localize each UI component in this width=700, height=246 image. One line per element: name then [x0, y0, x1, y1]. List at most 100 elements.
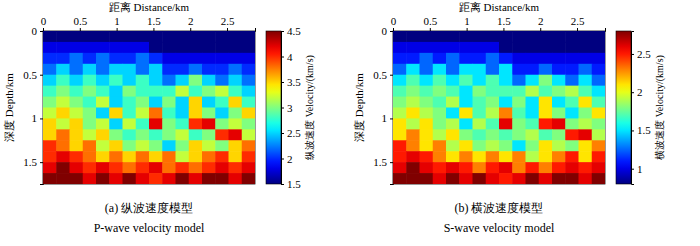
cell: [96, 162, 110, 174]
cell: [393, 173, 407, 184]
cell: [473, 86, 487, 98]
cell: [136, 140, 150, 152]
colorbar-tick-mark: [631, 169, 634, 170]
cell: [136, 162, 150, 174]
cell: [242, 64, 255, 76]
cell: [499, 42, 513, 54]
cell: [123, 64, 137, 76]
cell: [123, 162, 137, 174]
cell: [123, 108, 137, 120]
cell: [96, 64, 110, 76]
cell: [43, 108, 57, 120]
caption-english: P-wave velocity model: [94, 221, 205, 235]
cell: [56, 53, 70, 65]
cell: [176, 42, 190, 54]
cell: [579, 173, 593, 184]
cell: [162, 75, 176, 87]
cell: [123, 42, 137, 54]
cell: [486, 162, 500, 174]
cell: [43, 42, 57, 54]
cell: [189, 75, 203, 87]
cell: [592, 151, 605, 163]
cell: [136, 64, 150, 76]
cell: [229, 108, 243, 120]
cell: [512, 118, 526, 130]
cell: [176, 53, 190, 65]
x-tick-mark: [503, 28, 504, 31]
cell: [136, 75, 150, 87]
cell: [123, 151, 137, 163]
cell: [565, 53, 579, 65]
cell: [149, 140, 163, 152]
cell: [123, 31, 137, 43]
cell: [242, 173, 255, 184]
cell: [446, 86, 460, 98]
cell: [512, 42, 526, 54]
colorbar-tick-mark: [281, 159, 284, 160]
cell: [43, 97, 57, 109]
cell: [433, 97, 447, 109]
cell: [406, 140, 420, 152]
x-tick-label: 1.5: [147, 15, 161, 27]
cell: [123, 140, 137, 152]
cell: [123, 75, 137, 87]
cell: [552, 31, 566, 43]
cell: [433, 162, 447, 174]
cell: [473, 162, 487, 174]
cell: [433, 53, 447, 65]
y-axis-title: 深度 Depth/km: [353, 73, 365, 142]
cell: [162, 151, 176, 163]
cell: [526, 151, 540, 163]
cell: [552, 129, 566, 141]
x-tick-mark: [80, 28, 81, 31]
cell: [473, 173, 487, 184]
cell: [56, 108, 70, 120]
y-tick-label: 0.5: [23, 69, 37, 81]
cell: [512, 75, 526, 87]
x-tick: 2: [538, 15, 544, 31]
cell: [512, 162, 526, 174]
colorbar-axis: 1.522.533.544.5: [281, 25, 301, 190]
cell: [473, 75, 487, 87]
cell: [136, 42, 150, 54]
cell: [229, 86, 243, 98]
cell: [176, 31, 190, 43]
x-tick-label: 0.5: [423, 15, 437, 27]
cell: [446, 173, 460, 184]
cell: [215, 31, 229, 43]
y-tick-mark: [390, 31, 393, 32]
cell: [526, 118, 540, 130]
cell: [83, 53, 97, 65]
cell: [592, 162, 605, 174]
cell: [565, 86, 579, 98]
cell: [446, 31, 460, 43]
cell: [459, 108, 473, 120]
cell: [420, 129, 434, 141]
cell: [215, 64, 229, 76]
cell: [229, 53, 243, 65]
x-tick: 1.5: [147, 15, 161, 31]
cell: [215, 75, 229, 87]
cell: [215, 140, 229, 152]
cell: [552, 108, 566, 120]
cell: [149, 64, 163, 76]
cell: [229, 97, 243, 109]
caption: (b) 横波速度模型: [455, 201, 544, 215]
cell: [136, 97, 150, 109]
cell: [420, 42, 434, 54]
cell: [109, 118, 123, 130]
cell: [406, 97, 420, 109]
cell: [526, 42, 540, 54]
plot-frame: [393, 31, 605, 184]
cell: [70, 129, 84, 141]
cell: [499, 140, 513, 152]
cell: [565, 129, 579, 141]
colorbar-axis: 11.522.5: [631, 32, 651, 185]
cell: [56, 173, 70, 184]
cell: [229, 151, 243, 163]
cell: [215, 108, 229, 120]
cell: [592, 31, 605, 43]
cell: [176, 108, 190, 120]
colorbar-tick-label: 1: [637, 163, 643, 175]
colorbar-tick: 1.5: [281, 178, 301, 190]
